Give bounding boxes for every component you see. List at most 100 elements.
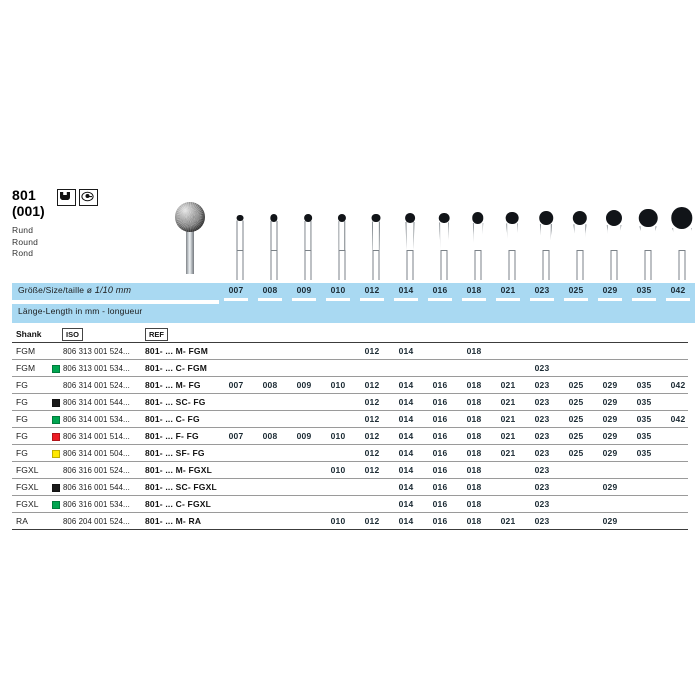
table-row[interactable]: FGM 806 313 001 534... 801- ... C- FGM 023 xyxy=(12,359,688,376)
cell-available-size[interactable]: 008 xyxy=(262,380,278,390)
cell-available-size[interactable]: 012 xyxy=(364,448,380,458)
cell-available-size[interactable]: 029 xyxy=(602,482,618,492)
cell-available-size[interactable]: 018 xyxy=(466,346,482,356)
cell-available-size[interactable]: 021 xyxy=(500,431,516,441)
cell-available-size[interactable]: 025 xyxy=(568,431,584,441)
cell-available-size[interactable]: 023 xyxy=(534,363,550,373)
cell-available-size[interactable]: 009 xyxy=(296,380,312,390)
cell-available-size[interactable]: 014 xyxy=(398,516,414,526)
cell-available-size[interactable]: 007 xyxy=(228,431,244,441)
cell-available-size[interactable]: 010 xyxy=(330,516,346,526)
cell-available-size[interactable]: 035 xyxy=(636,448,652,458)
cell-available-size[interactable]: 018 xyxy=(466,397,482,407)
cell-available-size[interactable]: 023 xyxy=(534,516,550,526)
cell-available-size[interactable]: 023 xyxy=(534,431,550,441)
cell-available-size[interactable]: 029 xyxy=(602,397,618,407)
cell-available-size[interactable]: 023 xyxy=(534,448,550,458)
cell-available-size[interactable]: 014 xyxy=(398,448,414,458)
cell-available-size[interactable]: 023 xyxy=(534,465,550,475)
cell-available-size[interactable]: 014 xyxy=(398,414,414,424)
cell-available-size[interactable]: 018 xyxy=(466,482,482,492)
cell-available-size[interactable]: 023 xyxy=(534,499,550,509)
cell-shank-type: FG xyxy=(16,431,29,441)
cell-available-size[interactable]: 016 xyxy=(432,482,448,492)
cell-available-size[interactable]: 016 xyxy=(432,414,448,424)
cell-available-size[interactable]: 021 xyxy=(500,448,516,458)
bur-illustration xyxy=(257,188,291,280)
cell-available-size[interactable]: 012 xyxy=(364,414,380,424)
cell-available-size[interactable]: 010 xyxy=(330,380,346,390)
cell-available-size[interactable]: 012 xyxy=(364,380,380,390)
cell-available-size[interactable]: 035 xyxy=(636,397,652,407)
cell-available-size[interactable]: 021 xyxy=(500,516,516,526)
cell-available-size[interactable]: 010 xyxy=(330,431,346,441)
cell-available-size[interactable]: 012 xyxy=(364,516,380,526)
cell-available-size[interactable]: 018 xyxy=(466,448,482,458)
cell-available-size[interactable]: 035 xyxy=(636,380,652,390)
cell-available-size[interactable]: 018 xyxy=(466,414,482,424)
cell-available-size[interactable]: 016 xyxy=(432,465,448,475)
cell-available-size[interactable]: 029 xyxy=(602,414,618,424)
cell-available-size[interactable]: 025 xyxy=(568,448,584,458)
table-row[interactable]: FG 806 314 001 544... 801- ... SC- FG 012 01… xyxy=(12,393,688,410)
cell-available-size[interactable]: 014 xyxy=(398,397,414,407)
cell-available-size[interactable]: 014 xyxy=(398,380,414,390)
cell-available-size[interactable]: 023 xyxy=(534,397,550,407)
cell-available-size[interactable]: 009 xyxy=(296,431,312,441)
cell-available-size[interactable]: 042 xyxy=(670,380,686,390)
cell-available-size[interactable]: 035 xyxy=(636,414,652,424)
cell-shank-type: RA xyxy=(16,516,29,526)
cell-available-size[interactable]: 021 xyxy=(500,397,516,407)
cell-available-size[interactable]: 029 xyxy=(602,448,618,458)
cell-available-size[interactable]: 016 xyxy=(432,397,448,407)
cell-available-size[interactable]: 014 xyxy=(398,465,414,475)
table-row[interactable]: FGM 806 313 001 524... 801- ... M- FGM 012 0… xyxy=(12,342,688,359)
cell-available-size[interactable]: 012 xyxy=(364,465,380,475)
cell-available-size[interactable]: 016 xyxy=(432,380,448,390)
cell-available-size[interactable]: 014 xyxy=(398,431,414,441)
cell-available-size[interactable]: 025 xyxy=(568,397,584,407)
table-row[interactable]: FG 806 314 001 524... 801- ... M- FG 007 008… xyxy=(12,376,688,393)
cell-available-size[interactable]: 021 xyxy=(500,380,516,390)
cell-available-size[interactable]: 018 xyxy=(466,431,482,441)
cell-available-size[interactable]: 010 xyxy=(330,465,346,475)
cell-available-size[interactable]: 016 xyxy=(432,516,448,526)
cell-available-size[interactable]: 007 xyxy=(228,380,244,390)
cell-available-size[interactable]: 018 xyxy=(466,516,482,526)
cell-available-size[interactable]: 012 xyxy=(364,397,380,407)
table-row[interactable]: FG 806 314 001 504... 801- ... SF- FG 012 01… xyxy=(12,444,688,461)
cell-available-size[interactable]: 016 xyxy=(432,448,448,458)
table-row[interactable]: FG 806 314 001 534... 801- ... C- FG 012 014… xyxy=(12,410,688,427)
cell-available-size[interactable]: 012 xyxy=(364,431,380,441)
cell-available-size[interactable]: 018 xyxy=(466,380,482,390)
cell-available-size[interactable]: 029 xyxy=(602,516,618,526)
cell-available-size[interactable]: 025 xyxy=(568,380,584,390)
cell-available-size[interactable]: 014 xyxy=(398,482,414,492)
cell-available-size[interactable]: 018 xyxy=(466,499,482,509)
table-row[interactable]: FGXL 806 316 001 544... 801- ... SC- FGXL 0… xyxy=(12,478,688,495)
cell-available-size[interactable]: 008 xyxy=(262,431,278,441)
cell-available-size[interactable]: 018 xyxy=(466,465,482,475)
cell-available-size[interactable]: 014 xyxy=(398,499,414,509)
cell-available-size[interactable]: 029 xyxy=(602,431,618,441)
bur-shank xyxy=(304,250,312,280)
cell-available-size[interactable]: 014 xyxy=(398,346,414,356)
cell-available-size[interactable]: 023 xyxy=(534,380,550,390)
table-row[interactable]: RA 806 204 001 524... 801- ... M- RA 010 012… xyxy=(12,512,688,530)
table-row[interactable]: FGXL 806 316 001 524... 801- ... M- FGXL 01… xyxy=(12,461,688,478)
cell-available-size[interactable]: 016 xyxy=(432,499,448,509)
cell-available-size[interactable]: 042 xyxy=(670,414,686,424)
cell-available-size[interactable]: 016 xyxy=(432,431,448,441)
cell-available-size[interactable]: 035 xyxy=(636,431,652,441)
cell-available-size[interactable]: 023 xyxy=(534,482,550,492)
cell-available-size[interactable]: 023 xyxy=(534,414,550,424)
bur-neck-band xyxy=(576,250,584,251)
cell-available-size[interactable]: 029 xyxy=(602,380,618,390)
cell-shank-type: FGM xyxy=(16,363,36,373)
table-row[interactable]: FG 806 314 001 514... 801- ... F- FG 007 008… xyxy=(12,427,688,444)
cell-available-size[interactable]: 021 xyxy=(500,414,516,424)
size-column-header: 029 xyxy=(593,283,627,323)
table-row[interactable]: FGXL 806 316 001 534... 801- ... C- FGXL 01… xyxy=(12,495,688,512)
cell-available-size[interactable]: 025 xyxy=(568,414,584,424)
cell-available-size[interactable]: 012 xyxy=(364,346,380,356)
